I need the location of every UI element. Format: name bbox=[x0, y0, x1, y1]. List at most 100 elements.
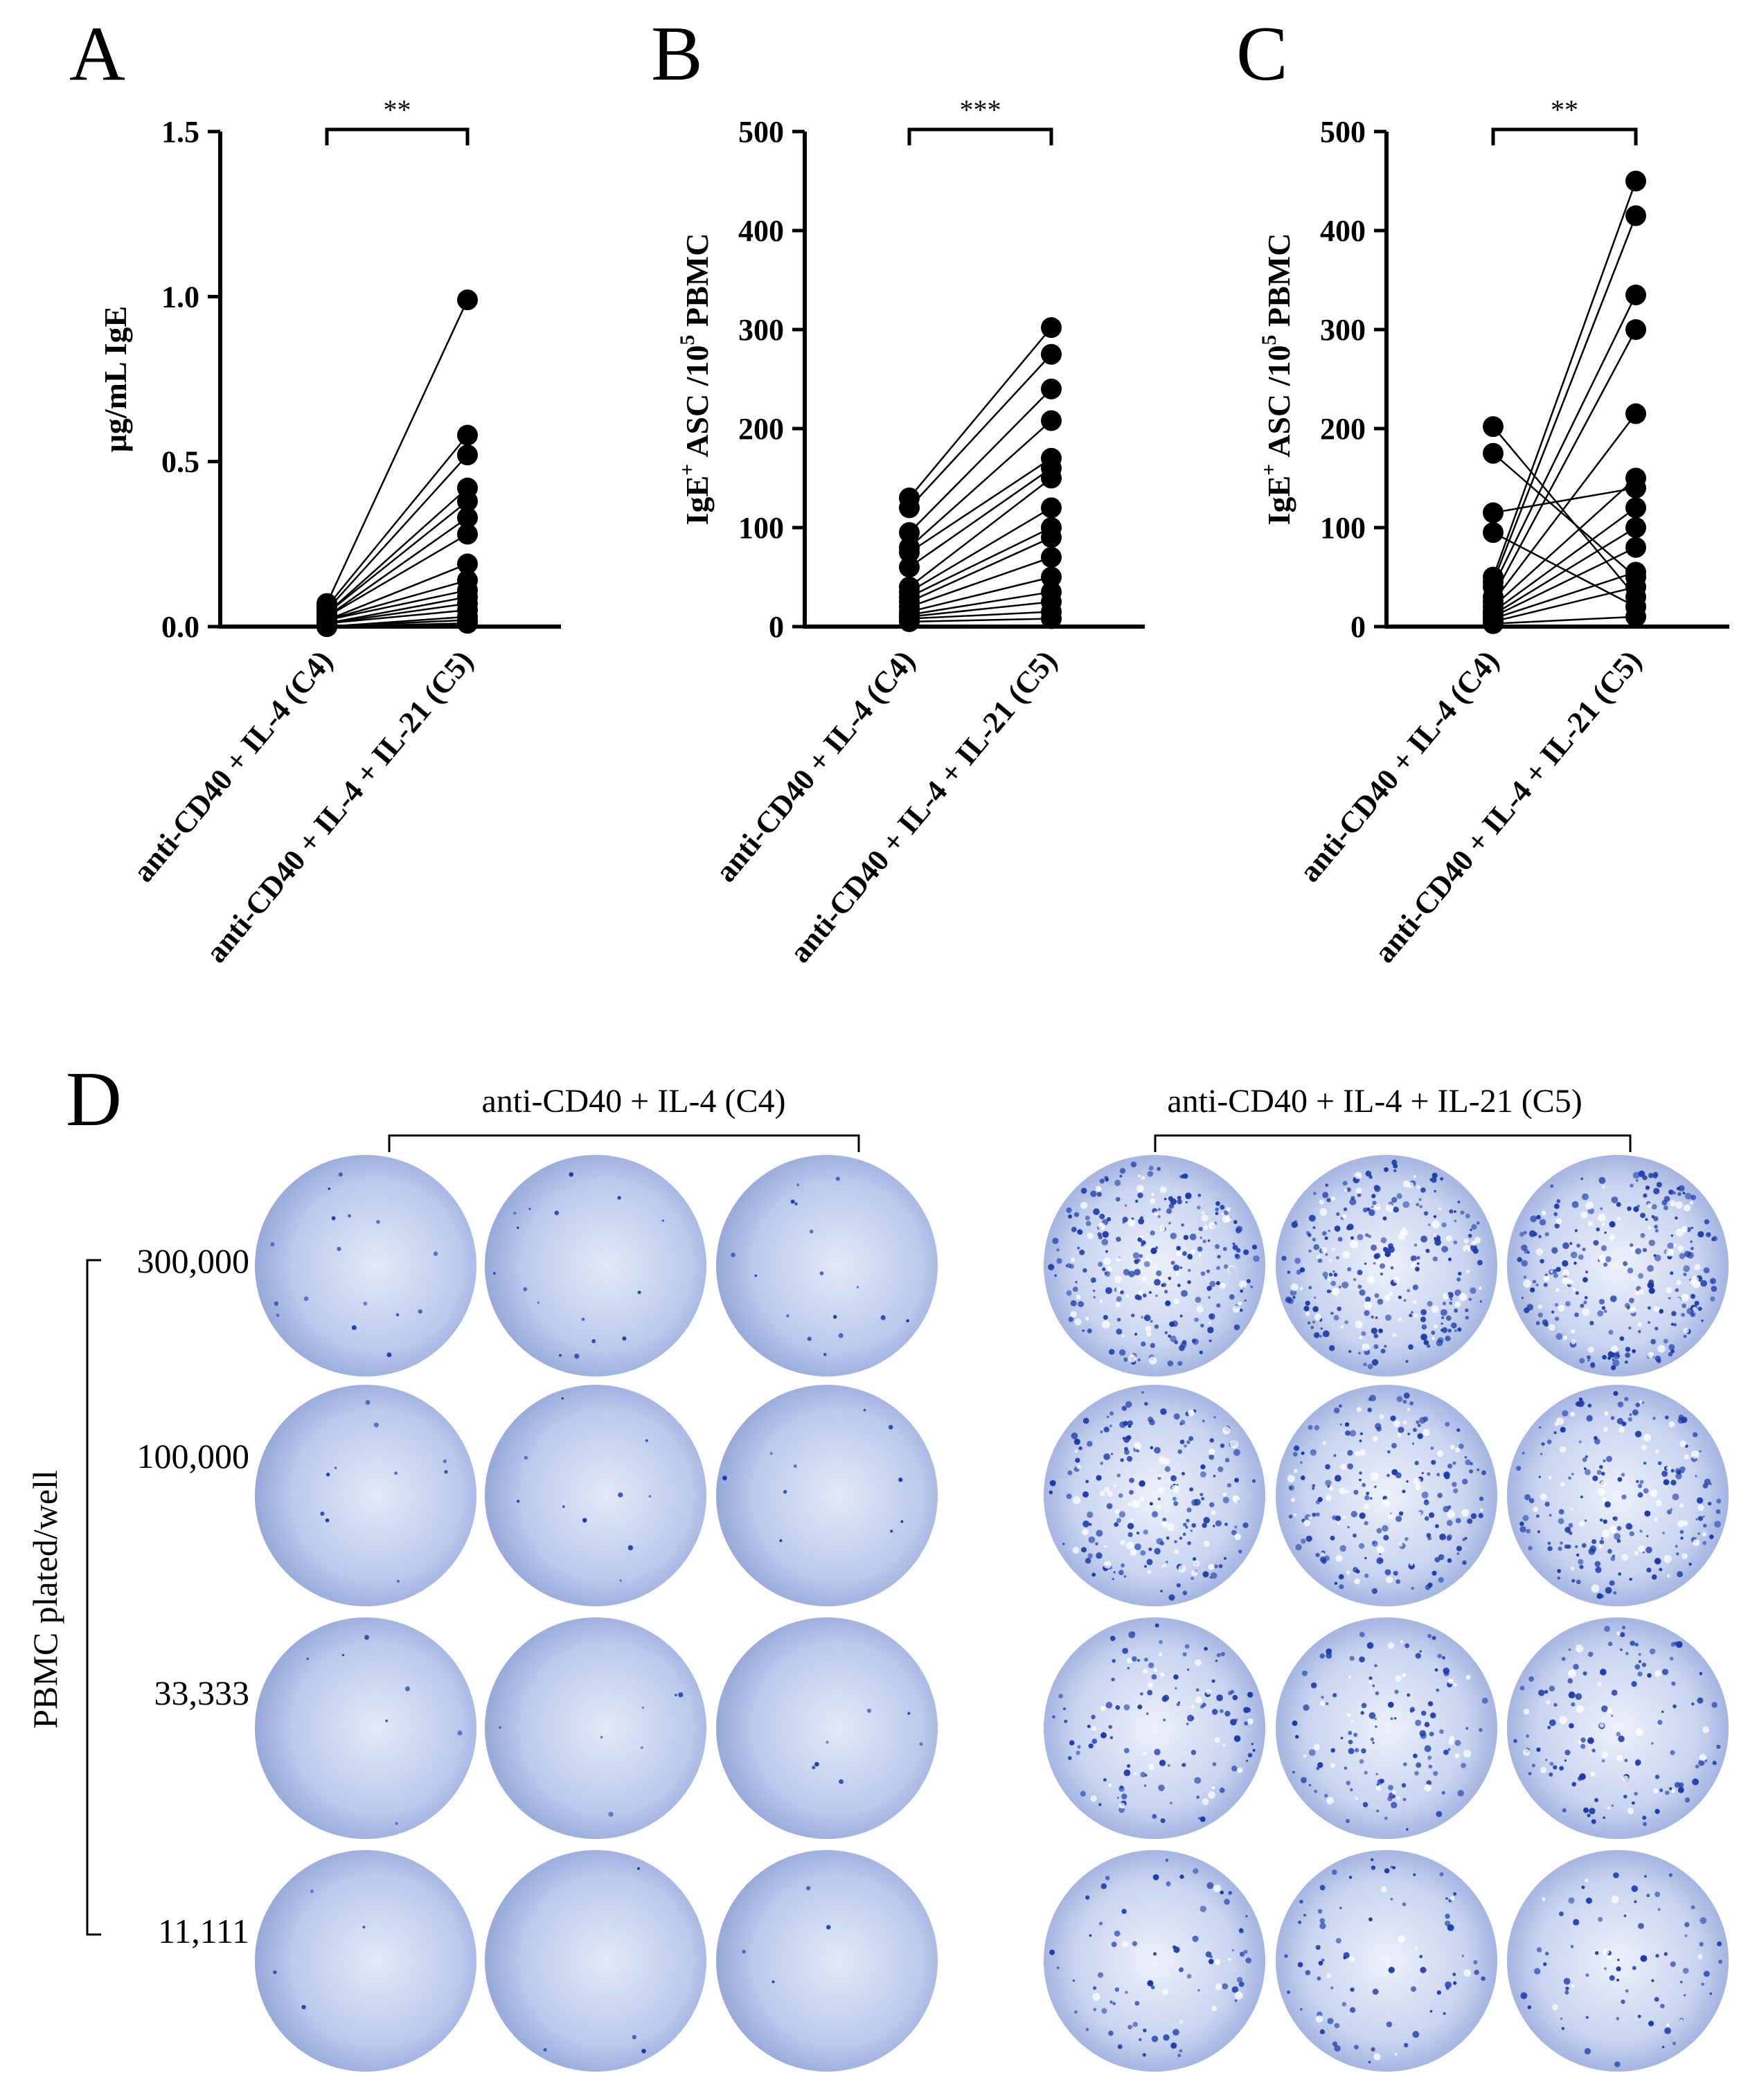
spot bbox=[1253, 1255, 1260, 1262]
spot bbox=[1146, 1559, 1153, 1565]
group-label-c4: anti-CD40 + IL-4 (C4) bbox=[482, 1083, 786, 1120]
spot bbox=[1317, 1761, 1323, 1768]
spot bbox=[1679, 1253, 1686, 1259]
spot bbox=[1394, 1717, 1397, 1720]
clear-spot bbox=[1657, 1345, 1666, 1353]
spot bbox=[1457, 1327, 1462, 1332]
spot bbox=[1394, 1689, 1399, 1694]
spot bbox=[1093, 1295, 1096, 1299]
spot bbox=[1562, 1808, 1567, 1813]
spot bbox=[1211, 1679, 1215, 1683]
clear-spot bbox=[1159, 1277, 1163, 1281]
spot bbox=[1580, 1303, 1585, 1308]
spot bbox=[1527, 1250, 1530, 1254]
spot bbox=[1217, 1255, 1221, 1259]
spot bbox=[1625, 1651, 1629, 1655]
spot bbox=[1528, 1772, 1532, 1775]
clear-spot bbox=[1679, 2019, 1684, 2022]
spot bbox=[1312, 1237, 1316, 1241]
spot bbox=[1651, 1204, 1657, 1210]
spot bbox=[1118, 1511, 1126, 1518]
spot bbox=[1691, 1905, 1695, 1910]
spot bbox=[1077, 1745, 1081, 1749]
spot bbox=[1627, 1417, 1633, 1422]
spot bbox=[1339, 1545, 1347, 1552]
spot bbox=[1317, 1258, 1323, 1263]
spot bbox=[1151, 2036, 1159, 2043]
y-tick-label: 0 bbox=[1350, 610, 1366, 644]
spot bbox=[1387, 1450, 1391, 1454]
clear-spot bbox=[1153, 1211, 1158, 1216]
spot bbox=[1197, 1817, 1201, 1820]
spot bbox=[1232, 1242, 1236, 1246]
spot bbox=[1379, 1263, 1386, 1269]
clear-spot bbox=[1326, 1495, 1332, 1501]
spot bbox=[1334, 1226, 1341, 1232]
spot bbox=[1384, 1569, 1391, 1576]
spot bbox=[1567, 1678, 1573, 1684]
clear-spot bbox=[1126, 1658, 1132, 1664]
clear-spot bbox=[1238, 1280, 1247, 1289]
clear-spot bbox=[1082, 1528, 1089, 1536]
spot bbox=[1182, 1250, 1187, 1256]
spot bbox=[1357, 1352, 1361, 1355]
point-c5 bbox=[457, 445, 478, 466]
spot bbox=[1611, 1804, 1614, 1807]
spot bbox=[1519, 1526, 1526, 1533]
spot bbox=[1145, 1712, 1149, 1715]
spot bbox=[1349, 2007, 1356, 2013]
spot bbox=[1148, 1291, 1152, 1294]
spot bbox=[1528, 1676, 1535, 1682]
clear-spot bbox=[1350, 1719, 1354, 1723]
clear-spot bbox=[1540, 1767, 1547, 1774]
spot bbox=[1402, 1902, 1407, 1907]
spot bbox=[1481, 1470, 1487, 1475]
spot bbox=[1368, 1235, 1372, 1239]
spot bbox=[826, 1925, 831, 1930]
spot bbox=[1177, 1195, 1181, 1200]
spot bbox=[1334, 1581, 1338, 1586]
spot bbox=[1147, 1689, 1153, 1696]
clear-spot bbox=[1585, 1878, 1589, 1883]
spot bbox=[1140, 1772, 1146, 1778]
spot bbox=[1380, 1348, 1386, 1354]
spot bbox=[1583, 1807, 1589, 1813]
spot bbox=[1300, 1475, 1305, 1480]
clear-spot bbox=[1697, 1504, 1704, 1511]
clear-spot bbox=[1160, 1672, 1165, 1677]
spot bbox=[1328, 1229, 1330, 1232]
clear-spot bbox=[1116, 1286, 1121, 1293]
spot bbox=[1613, 1872, 1619, 1878]
spot bbox=[1141, 1391, 1144, 1394]
spot bbox=[1604, 1501, 1611, 1508]
spot bbox=[1540, 1259, 1544, 1264]
spot bbox=[1690, 1246, 1694, 1250]
spot bbox=[1413, 1244, 1418, 1247]
spot bbox=[1625, 1989, 1629, 1993]
clear-spot bbox=[1478, 1286, 1482, 1291]
clear-spot bbox=[1587, 1346, 1594, 1353]
clear-spot bbox=[1374, 1203, 1381, 1211]
pair-line bbox=[1492, 526, 1636, 616]
spot bbox=[1168, 1221, 1171, 1225]
spot bbox=[1465, 1316, 1470, 1320]
spot bbox=[1384, 1250, 1391, 1257]
spot bbox=[786, 1314, 790, 1318]
spot bbox=[351, 1325, 357, 1331]
spot bbox=[1236, 1977, 1243, 1983]
spot bbox=[1312, 1226, 1316, 1230]
clear-spot bbox=[1380, 1886, 1387, 1893]
clear-spot bbox=[1125, 1541, 1134, 1550]
spot bbox=[1670, 1322, 1674, 1326]
clear-spot bbox=[1221, 1212, 1224, 1216]
clear-spot bbox=[1153, 1668, 1158, 1672]
group-bracket-c5 bbox=[1154, 1134, 1632, 1152]
spot bbox=[1238, 1928, 1245, 1934]
spot bbox=[1646, 1567, 1652, 1573]
clear-spot bbox=[1560, 1482, 1565, 1487]
clear-spot bbox=[1157, 1487, 1165, 1493]
spot bbox=[1105, 1286, 1113, 1294]
spot bbox=[1697, 1307, 1702, 1311]
spot bbox=[1341, 1281, 1349, 1289]
clear-spot bbox=[1391, 1790, 1396, 1795]
